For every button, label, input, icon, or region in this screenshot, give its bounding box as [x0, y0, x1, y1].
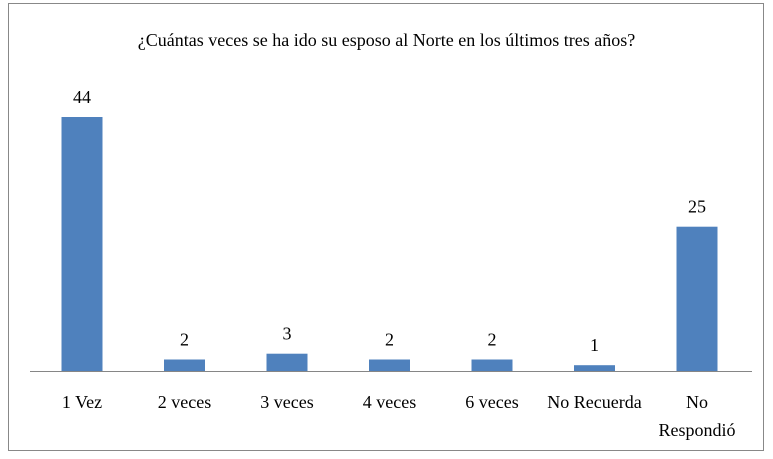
- bar: [574, 365, 615, 371]
- x-tick-label: No: [686, 392, 708, 412]
- top-clip: [0, 0, 773, 3]
- bar: [164, 359, 205, 371]
- bar: [61, 117, 103, 371]
- data-label: 44: [73, 87, 91, 107]
- x-tick-label: 4 veces: [363, 392, 416, 412]
- bar: [369, 359, 410, 371]
- x-tick-label: 2 veces: [158, 392, 211, 412]
- bar: [676, 226, 718, 371]
- data-label: 3: [283, 324, 292, 344]
- x-tick-label: Respondió: [658, 420, 735, 440]
- chart-title: ¿Cuántas veces se ha ido su esposo al No…: [137, 30, 636, 50]
- data-label: 1: [590, 335, 599, 355]
- x-tick-label: 1 Vez: [62, 392, 102, 412]
- data-label: 2: [180, 330, 189, 350]
- data-label: 2: [488, 330, 497, 350]
- bar: [471, 359, 513, 371]
- x-tick-label: 3 veces: [260, 392, 313, 412]
- x-tick-label: No Recuerda: [547, 392, 641, 412]
- data-label: 25: [688, 197, 706, 217]
- x-tick-label: 6 veces: [465, 392, 518, 412]
- data-label: 2: [385, 330, 394, 350]
- bar: [266, 353, 308, 371]
- chart-frame: [8, 3, 764, 451]
